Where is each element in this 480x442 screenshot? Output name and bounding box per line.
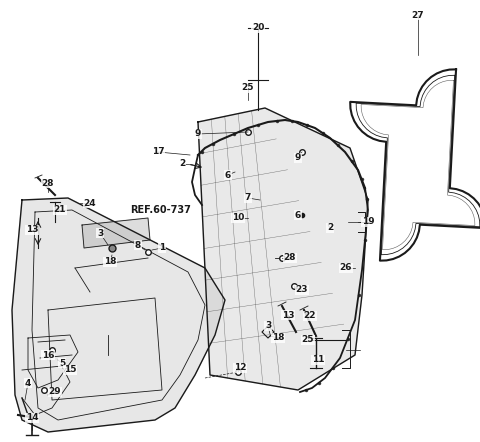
Text: 3: 3	[97, 229, 103, 237]
Text: 17: 17	[152, 148, 164, 156]
Text: 19: 19	[362, 217, 374, 226]
Text: REF.60-737: REF.60-737	[130, 205, 191, 215]
Text: 20: 20	[252, 23, 264, 33]
Text: 13: 13	[282, 310, 294, 320]
Polygon shape	[198, 108, 368, 390]
Text: 25: 25	[302, 335, 314, 344]
Text: 12: 12	[234, 363, 246, 373]
Text: 18: 18	[104, 258, 116, 267]
Polygon shape	[12, 198, 225, 432]
Text: 7: 7	[245, 194, 251, 202]
Text: 28: 28	[284, 254, 296, 263]
Text: 21: 21	[54, 206, 66, 214]
Text: 16: 16	[42, 351, 54, 359]
Text: 28: 28	[42, 179, 54, 187]
Text: 6: 6	[225, 171, 231, 179]
Text: 3: 3	[265, 321, 271, 331]
Text: 9: 9	[295, 153, 301, 163]
Text: 8: 8	[135, 240, 141, 249]
Text: 25: 25	[242, 84, 254, 92]
Text: 2: 2	[327, 224, 333, 232]
Text: 5: 5	[59, 358, 65, 367]
Text: 26: 26	[340, 263, 352, 273]
Text: 15: 15	[64, 366, 76, 374]
Text: 1: 1	[159, 244, 165, 252]
Polygon shape	[82, 218, 150, 248]
Text: 2: 2	[179, 160, 185, 168]
Text: 29: 29	[48, 388, 61, 396]
Text: 4: 4	[25, 378, 31, 388]
Text: 6: 6	[295, 210, 301, 220]
Text: 22: 22	[304, 312, 316, 320]
Text: 23: 23	[296, 286, 308, 294]
Text: 13: 13	[26, 225, 38, 235]
Text: 18: 18	[272, 334, 284, 343]
Text: 11: 11	[312, 355, 324, 365]
Text: 14: 14	[26, 414, 38, 423]
Text: 10: 10	[232, 213, 244, 222]
Text: 9: 9	[195, 130, 201, 138]
Text: 24: 24	[84, 198, 96, 207]
Text: 27: 27	[412, 11, 424, 19]
